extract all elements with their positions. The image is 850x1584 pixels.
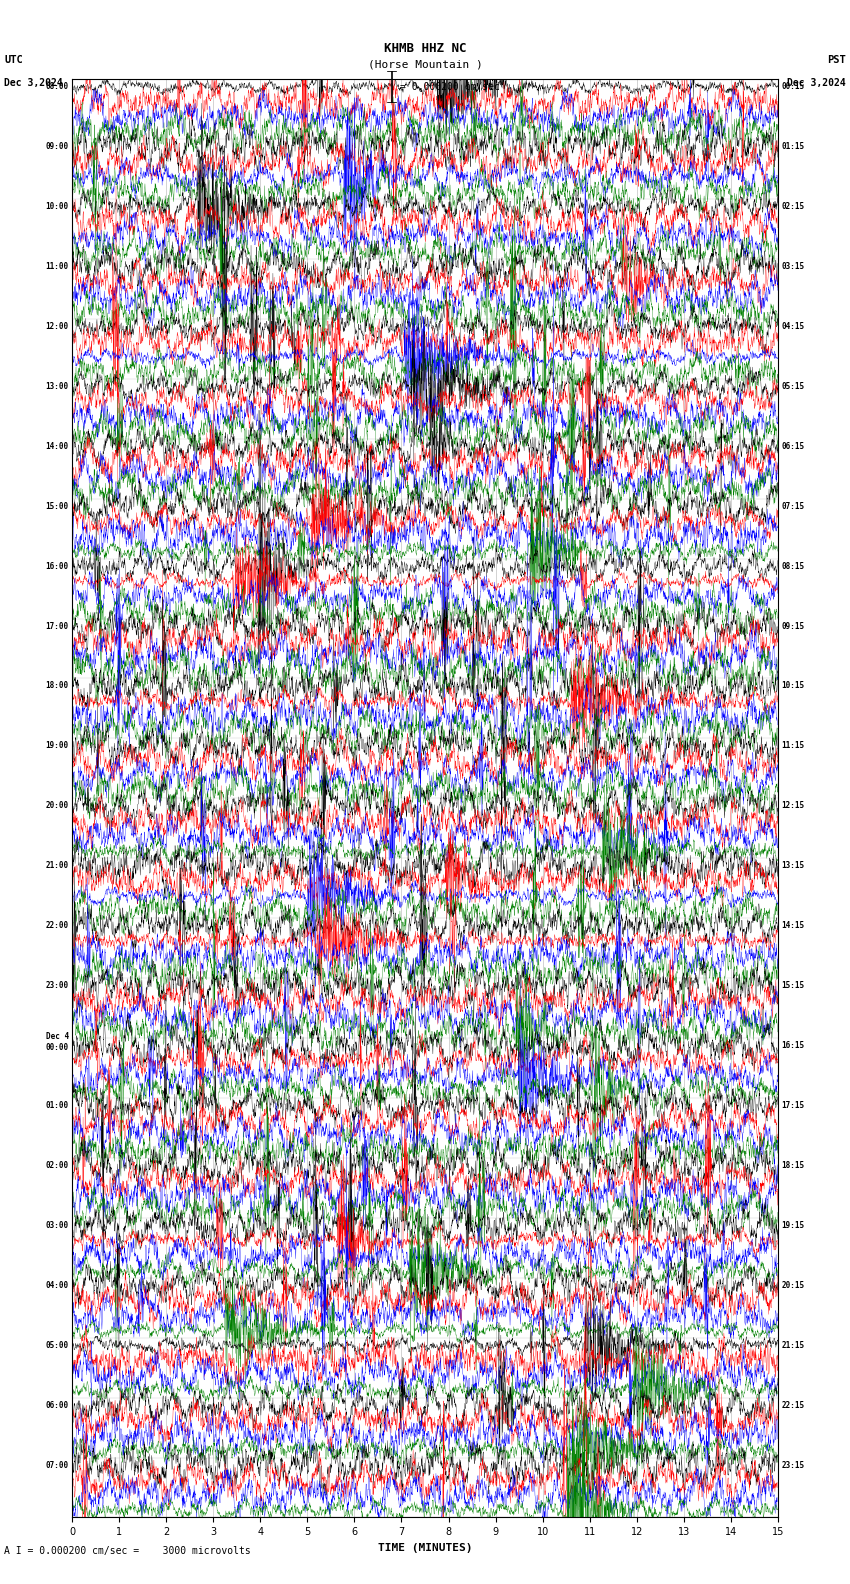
Text: 16:00: 16:00 [46,562,69,570]
Text: 20:00: 20:00 [46,802,69,811]
Text: 21:00: 21:00 [46,862,69,870]
Text: 04:00: 04:00 [46,1281,69,1289]
Text: Dec 3,2024: Dec 3,2024 [787,78,846,87]
Text: 07:00: 07:00 [46,1460,69,1470]
Text: 03:00: 03:00 [46,1221,69,1229]
Text: 13:15: 13:15 [781,862,804,870]
Text: 06:00: 06:00 [46,1400,69,1410]
Text: 18:00: 18:00 [46,681,69,691]
Text: 11:15: 11:15 [781,741,804,751]
Text: PST: PST [827,55,846,65]
Text: 03:15: 03:15 [781,261,804,271]
Text: 14:15: 14:15 [781,922,804,930]
Text: 04:15: 04:15 [781,322,804,331]
Text: 02:15: 02:15 [781,203,804,211]
Text: 19:00: 19:00 [46,741,69,751]
Text: 15:00: 15:00 [46,502,69,510]
Text: UTC: UTC [4,55,23,65]
Text: 13:00: 13:00 [46,382,69,391]
Text: 01:15: 01:15 [781,143,804,150]
Text: 02:00: 02:00 [46,1161,69,1171]
Text: 19:15: 19:15 [781,1221,804,1229]
Text: 14:00: 14:00 [46,442,69,451]
Text: 09:00: 09:00 [46,143,69,150]
Text: 10:15: 10:15 [781,681,804,691]
Text: Dec 4: Dec 4 [46,1031,69,1041]
Text: = 0.000200 cm/sec: = 0.000200 cm/sec [400,82,499,92]
Text: A I = 0.000200 cm/sec =    3000 microvolts: A I = 0.000200 cm/sec = 3000 microvolts [4,1546,251,1555]
Text: 15:15: 15:15 [781,980,804,990]
Text: KHMB HHZ NC: KHMB HHZ NC [383,43,467,55]
Text: 17:15: 17:15 [781,1101,804,1110]
Text: 12:00: 12:00 [46,322,69,331]
Text: 23:15: 23:15 [781,1460,804,1470]
X-axis label: TIME (MINUTES): TIME (MINUTES) [377,1543,473,1552]
Text: 18:15: 18:15 [781,1161,804,1171]
Text: 07:15: 07:15 [781,502,804,510]
Text: 10:00: 10:00 [46,203,69,211]
Text: 00:00: 00:00 [46,1042,69,1052]
Text: 23:00: 23:00 [46,980,69,990]
Text: 05:00: 05:00 [46,1340,69,1350]
Text: 16:15: 16:15 [781,1041,804,1050]
Text: (Horse Mountain ): (Horse Mountain ) [367,60,483,70]
Text: 06:15: 06:15 [781,442,804,451]
Text: 01:00: 01:00 [46,1101,69,1110]
Text: 17:00: 17:00 [46,621,69,630]
Text: 22:00: 22:00 [46,922,69,930]
Text: 21:15: 21:15 [781,1340,804,1350]
Text: 08:00: 08:00 [46,82,69,92]
Text: 09:15: 09:15 [781,621,804,630]
Text: 11:00: 11:00 [46,261,69,271]
Text: Dec 3,2024: Dec 3,2024 [4,78,63,87]
Text: 08:15: 08:15 [781,562,804,570]
Text: 22:15: 22:15 [781,1400,804,1410]
Text: 20:15: 20:15 [781,1281,804,1289]
Text: 00:15: 00:15 [781,82,804,92]
Text: 12:15: 12:15 [781,802,804,811]
Text: 05:15: 05:15 [781,382,804,391]
